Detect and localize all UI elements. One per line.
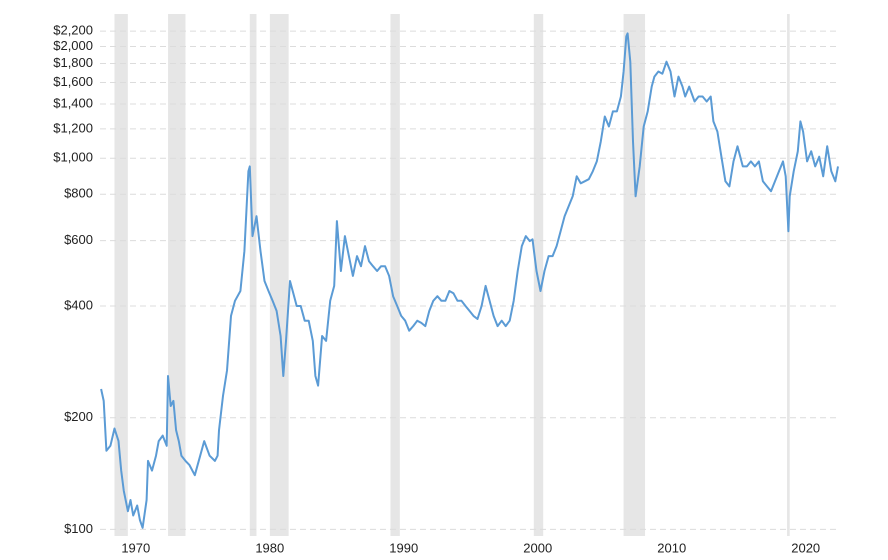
x-tick-label: 1980 [255,540,284,555]
recession-band [533,14,544,536]
y-tick-label: $2,000 [53,38,93,53]
x-tick-label: 2010 [657,540,686,555]
x-tick-label: 1990 [389,540,418,555]
y-tick-label: $1,000 [53,150,93,165]
y-tick-label: $1,600 [53,74,93,89]
y-tick-label: $800 [64,186,93,201]
y-tick-label: $200 [64,409,93,424]
recession-band [168,14,186,536]
recession-band [114,14,128,536]
recession-band [390,14,400,536]
y-tick-label: $600 [64,232,93,247]
x-tick-label: 2000 [523,540,552,555]
y-tick-label: $1,200 [53,120,93,135]
recession-band [787,14,790,536]
y-tick-label: $1,400 [53,95,93,110]
y-tick-label: $100 [64,521,93,536]
recession-band [249,14,257,536]
price-line [100,32,839,529]
y-tick-label: $2,200 [53,23,93,38]
y-tick-label: $1,800 [53,55,93,70]
x-tick-label: 2020 [791,540,820,555]
recession-band [269,14,289,536]
y-tick-label: $400 [64,297,93,312]
recession-band [623,14,646,536]
x-tick-label: 1970 [121,540,150,555]
